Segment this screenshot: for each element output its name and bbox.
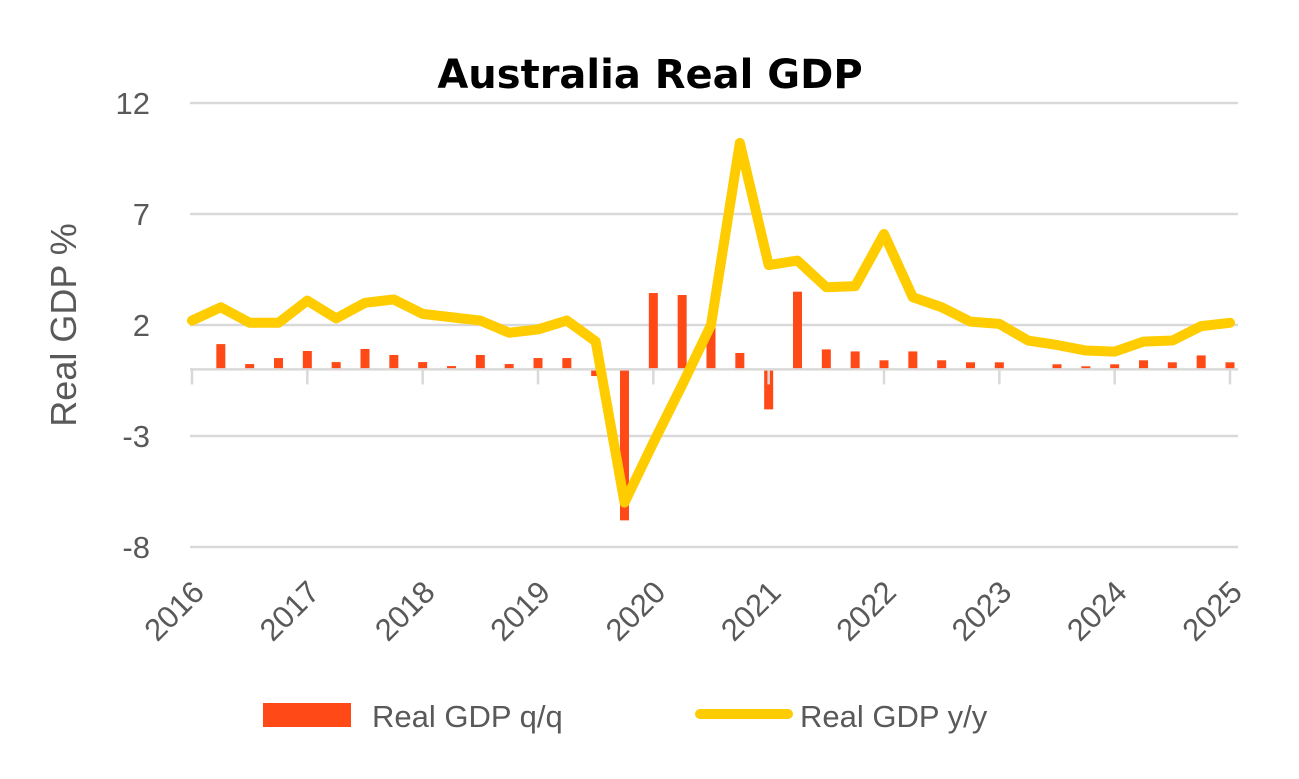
x-tick-label: 2016 bbox=[137, 574, 211, 648]
y-tick-label: 7 bbox=[133, 197, 150, 232]
x-tick-label: 2025 bbox=[1175, 574, 1249, 648]
bar-qq bbox=[706, 327, 716, 370]
bar-qq bbox=[850, 351, 860, 370]
x-tick-label: 2024 bbox=[1060, 574, 1134, 648]
bar-qq bbox=[1167, 362, 1177, 370]
bar-qq bbox=[216, 344, 226, 370]
bar-qq bbox=[908, 351, 918, 370]
bar-qq bbox=[475, 354, 485, 370]
bar-series bbox=[216, 291, 1235, 521]
bar-qq bbox=[1081, 366, 1091, 370]
x-tick-label: 2022 bbox=[829, 574, 903, 648]
bar-qq bbox=[937, 360, 947, 370]
line-yy bbox=[187, 137, 1235, 508]
bar-qq bbox=[562, 358, 572, 370]
y-axis-label: Real GDP % bbox=[43, 223, 84, 426]
legend-label-yy: Real GDP y/y bbox=[800, 699, 988, 734]
y-axis-ticks: 12 7 2 -3 -8 bbox=[116, 86, 150, 565]
bar-qq bbox=[418, 362, 428, 370]
bar-qq bbox=[504, 364, 514, 370]
bar-qq bbox=[389, 354, 399, 370]
bar-qq bbox=[1196, 355, 1206, 370]
x-tick-label: 2017 bbox=[253, 574, 327, 648]
x-tick-label: 2023 bbox=[945, 574, 1019, 648]
bar-qq bbox=[447, 366, 456, 370]
chart-title: Australia Real GDP bbox=[437, 52, 862, 98]
bar-qq bbox=[245, 364, 255, 370]
bar-qq bbox=[1110, 364, 1120, 370]
bar-qq bbox=[735, 352, 745, 370]
bar-qq bbox=[591, 369, 601, 377]
bar-qq bbox=[1139, 360, 1148, 370]
y-tick-label: -8 bbox=[122, 530, 150, 565]
bar-qq bbox=[360, 348, 370, 370]
bar-qq bbox=[533, 358, 543, 370]
bar-qq bbox=[994, 362, 1004, 370]
bar-qq bbox=[793, 291, 802, 370]
legend-swatch-qq bbox=[263, 703, 351, 727]
y-tick-label: 12 bbox=[116, 86, 150, 121]
bar-qq bbox=[648, 293, 658, 370]
x-tick-label: 2019 bbox=[483, 574, 557, 648]
bar-qq bbox=[677, 295, 687, 370]
x-axis: 2016 2017 2018 2019 2020 2021 2022 2023 2024 2025 bbox=[137, 368, 1249, 648]
legend-label-qq: Real GDP q/q bbox=[372, 699, 563, 734]
x-tick-label: 2020 bbox=[599, 574, 673, 648]
bar-qq bbox=[764, 369, 774, 410]
bar-qq bbox=[1052, 364, 1062, 370]
bar-qq bbox=[879, 360, 889, 370]
line-series bbox=[187, 137, 1235, 508]
bar-qq bbox=[966, 362, 975, 370]
bar-qq bbox=[302, 350, 312, 370]
legend: Real GDP q/q Real GDP y/y bbox=[263, 699, 988, 734]
bar-qq bbox=[1225, 362, 1235, 370]
bar-qq bbox=[620, 369, 629, 521]
y-tick-label: -3 bbox=[122, 419, 150, 454]
bar-qq bbox=[821, 349, 831, 370]
bar-qq bbox=[274, 358, 283, 370]
x-tick-label: 2021 bbox=[714, 574, 788, 648]
y-tick-label: 2 bbox=[133, 308, 150, 343]
bar-qq bbox=[331, 362, 341, 370]
x-tick-label: 2018 bbox=[368, 574, 442, 648]
